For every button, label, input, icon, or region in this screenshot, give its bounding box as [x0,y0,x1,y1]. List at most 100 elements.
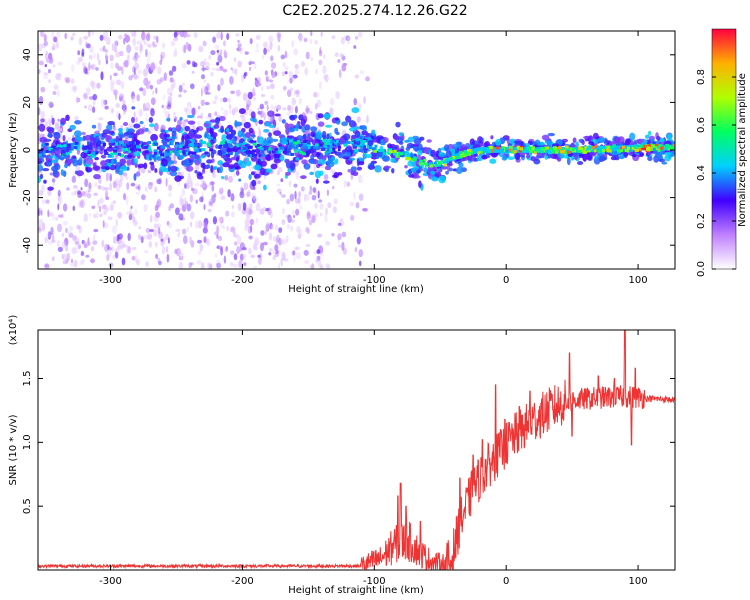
spectrogram-core-pixel [352,143,355,147]
spectrogram-core-pixel [347,149,351,153]
spectrogram-noise-mark [341,65,347,72]
spectrogram-core-pixel [295,145,299,149]
spectrogram-noise-mark [204,86,209,95]
spectrogram-noise-mark [78,244,82,250]
colorbar-ticks: 0.00.20.40.60.8 [696,69,736,277]
spectrogram-core-pixel [664,146,669,150]
spectrogram-noise-mark [93,228,99,233]
spectrogram-band-mark [127,134,133,139]
spectrogram-noise-mark [135,191,140,195]
spectrogram-band-mark [78,157,83,165]
spectrogram-core-pixel [323,145,328,149]
spectrogram-noise-mark [157,257,161,263]
spectrogram-band-mark [92,162,96,167]
spectrogram-noise-mark [316,249,321,255]
spectrogram-noise-mark [248,247,252,255]
spectrogram-noise-mark [117,233,123,240]
spectrogram-noise-mark [159,77,164,83]
spectrogram-noise-mark [115,177,119,183]
colorbar: 0.00.20.40.60.8 Normalized spectral ampl… [696,28,748,277]
spectrogram-noise-mark [68,225,74,231]
spectrogram-core-pixel [495,146,501,150]
spectrogram-noise-mark [317,233,323,238]
spectrogram-noise-mark [229,75,234,85]
spectrogram-noise-mark [134,74,140,80]
spectrogram-noise-mark [260,242,264,252]
spectrogram-noise-mark [282,85,287,91]
spectrogram-band-mark [64,163,68,169]
spectrogram-band-mark [367,139,374,147]
spectrogram-noise-mark [75,237,80,245]
spectrogram-noise-mark [356,116,361,123]
spectrogram-noise-mark [249,218,254,226]
spectrogram-core-pixel [113,151,118,155]
spectrogram-noise-mark [311,215,316,224]
x-tick-label: -200 [231,275,254,286]
spectrogram-band-mark [628,151,634,156]
spectrogram-band-mark [664,152,672,156]
spectrogram-noise-mark [185,201,189,207]
spectrogram-noise-mark [133,67,136,76]
spectrogram-noise-mark [145,102,151,111]
spectrogram-core-pixel [107,154,112,158]
spectrogram-core-pixel [169,140,173,144]
spectrogram-band-mark [265,154,271,161]
spectrogram-noise-mark [40,133,45,138]
spectrogram-noise-mark [173,112,176,116]
spectrogram-noise-mark [81,52,85,58]
spectrogram-noise-mark [110,83,115,92]
spectrogram-band-mark [187,120,196,125]
spectrogram-band-mark [93,174,101,180]
spectrogram-noise-mark [181,228,187,235]
spectrogram-noise-mark [88,54,93,60]
y-tick-label: 20 [22,96,33,109]
spectrogram-band-mark [38,123,46,132]
spectrogram-noise-mark [239,242,245,250]
spectrogram-core-pixel [234,151,239,155]
spectrogram-noise-mark [315,91,320,98]
spectrogram-band-mark [410,167,418,172]
spectrogram-band-mark [197,172,203,177]
spectrogram-noise-mark [332,206,337,213]
spectrogram-noise-mark [71,63,75,73]
x-tick-label: -100 [363,576,386,587]
spectrogram-core-pixel [333,150,337,154]
spectrogram-noise-mark [183,107,188,113]
spectrogram-band-mark [91,124,97,129]
spectrogram-band-mark [238,160,247,169]
spectrogram-noise-mark [289,77,293,84]
spectrogram-core-pixel [217,150,222,154]
spectrogram-core-pixel [304,146,308,150]
spectrogram-core-pixel [362,143,365,147]
spectrogram-band-mark [619,155,625,160]
spectrogram-noise-mark [331,35,336,40]
spectrogram-noise-mark [278,227,283,234]
spectrogram-band-mark [100,160,107,167]
spectrogram-noise-mark [128,214,133,221]
spectrogram-noise-mark [282,238,288,245]
spectrogram-noise-mark [92,234,96,242]
spectrogram-noise-mark [177,232,181,238]
y-tick-label: 0.5 [22,498,33,514]
spectrogram-noise-mark [123,37,126,45]
spectrogram-band-mark [235,170,240,176]
spectrogram-core-pixel [152,141,157,144]
spectrogram-noise-mark [38,218,44,227]
x-tick-label: 0 [503,275,509,286]
spectrogram-band-mark [473,157,477,162]
spectrogram-band-mark [250,111,256,119]
spectrogram-core-pixel [672,144,675,147]
spectrogram-noise-mark [142,88,147,97]
spectrogram-band-mark [341,121,348,127]
spectrogram-band-mark [393,135,401,141]
spectrogram-band-mark [327,157,334,163]
spectrogram-noise-mark [241,188,245,193]
spectrogram-core-pixel [92,151,97,155]
spectrogram-core-pixel [617,149,622,153]
spectrogram-noise-mark [225,169,228,173]
spectrogram-band-mark [309,171,315,176]
spectrogram-noise-mark [226,225,229,232]
spectrogram-noise-mark [125,176,129,180]
spectrogram-band-mark [183,159,188,166]
spectrogram-core-pixel [326,148,331,152]
